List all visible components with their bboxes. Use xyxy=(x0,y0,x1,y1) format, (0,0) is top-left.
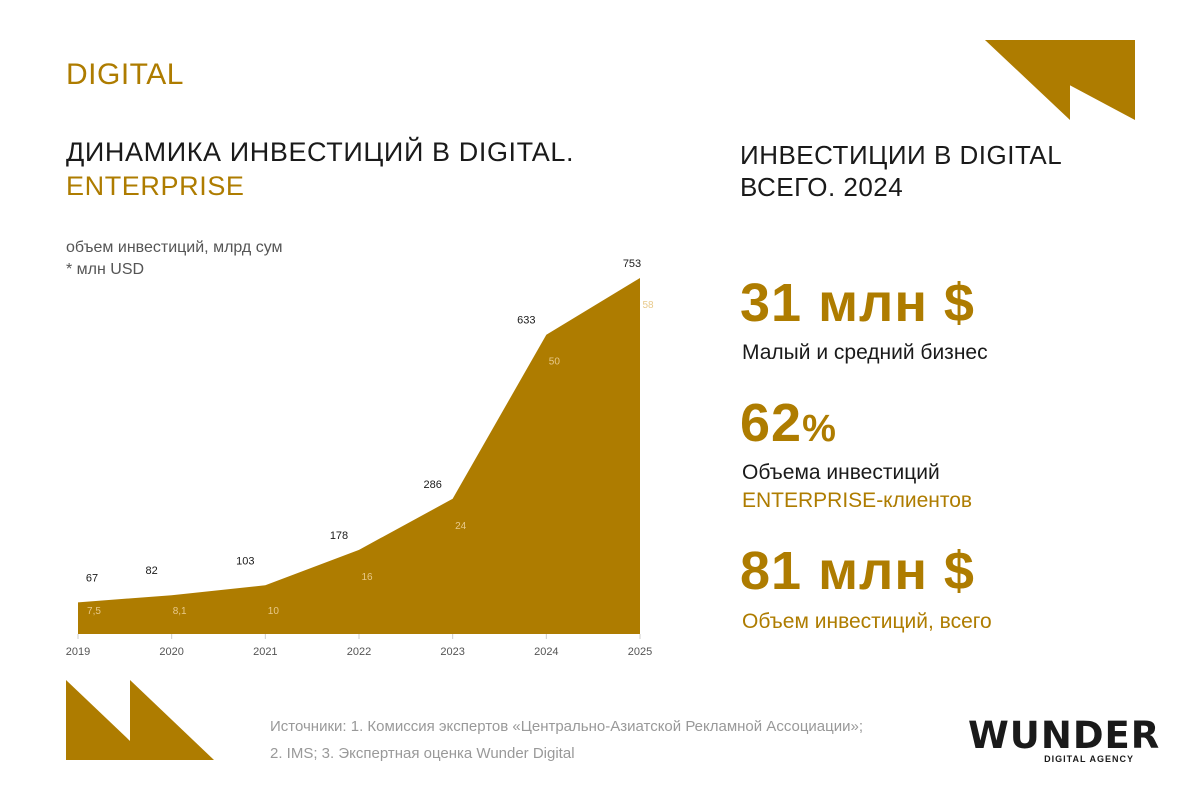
section-label: DIGITAL xyxy=(66,58,184,91)
x-tick-label: 2025 xyxy=(628,646,652,658)
usd-label: 10 xyxy=(268,606,280,617)
sources-line-2: 2. IMS; 3. Экспертная оценка Wunder Digi… xyxy=(270,745,575,762)
logo-wordmark: WUNDER xyxy=(968,714,1161,757)
decor-triangles-bottom-2 xyxy=(130,680,214,760)
decor-triangles-top-2 xyxy=(985,40,1070,120)
stat-total-label: Объем инвестиций, всего xyxy=(742,610,992,633)
stat-enterprise-label-accent: ENTERPRISE-клиентов xyxy=(742,489,973,512)
unit-label: объем инвестиций, млрд сум xyxy=(66,239,283,256)
sources-line-1: Источники: 1. Комиссия экспертов «Центра… xyxy=(270,718,863,735)
chart-layer: 2019 67 7,5 2020 82 8,1 2021 103 10 2022 178 16 2023… xyxy=(66,258,654,658)
x-tick-label: 2024 xyxy=(534,646,558,658)
wunder-logo: WUNDER DIGITAL AGENCY xyxy=(968,716,1159,766)
percent-sign: % xyxy=(802,408,837,450)
unit-label-usd: * млн USD xyxy=(66,261,145,278)
area-fill xyxy=(78,278,640,634)
value-label: 753 xyxy=(623,258,641,270)
stat-enterprise-share: 62% xyxy=(740,392,837,454)
usd-label: 7,5 xyxy=(87,606,101,617)
x-tick-label: 2019 xyxy=(66,646,90,658)
x-tick-label: 2023 xyxy=(440,646,464,658)
value-label: 82 xyxy=(146,565,158,577)
value-label: 286 xyxy=(423,479,441,491)
value-label: 633 xyxy=(517,315,535,327)
usd-label: 24 xyxy=(455,521,467,532)
stat-smb-value: 31 млн $ xyxy=(740,273,975,333)
value-label: 103 xyxy=(236,555,254,567)
chart-title: ДИНАМИКА ИНВЕСТИЦИЙ В DIGITAL. xyxy=(66,137,575,167)
summary-title: ИНВЕСТИЦИИ В DIGITAL xyxy=(740,140,1063,170)
usd-label: 58 xyxy=(642,300,654,311)
value-label: 178 xyxy=(330,530,348,542)
stat-enterprise-label: Объема инвестиций xyxy=(742,461,940,484)
stat-enterprise-share-value: 62 xyxy=(740,393,803,453)
usd-label: 50 xyxy=(549,357,561,368)
logo-tagline: DIGITAL AGENCY xyxy=(1044,754,1134,764)
stat-smb-label: Малый и средний бизнес xyxy=(742,341,988,364)
stat-total-value: 81 млн $ xyxy=(740,541,975,601)
x-tick-label: 2020 xyxy=(159,646,183,658)
usd-label: 16 xyxy=(361,572,373,583)
chart-title-accent: ENTERPRISE xyxy=(66,171,245,201)
value-label: 67 xyxy=(86,572,98,584)
decor-triangles-bottom xyxy=(66,680,150,760)
usd-label: 8,1 xyxy=(173,606,187,617)
x-tick-label: 2022 xyxy=(347,646,371,658)
summary-title-year: ВСЕГО. 2024 xyxy=(740,172,904,202)
x-tick-label: 2021 xyxy=(253,646,277,658)
